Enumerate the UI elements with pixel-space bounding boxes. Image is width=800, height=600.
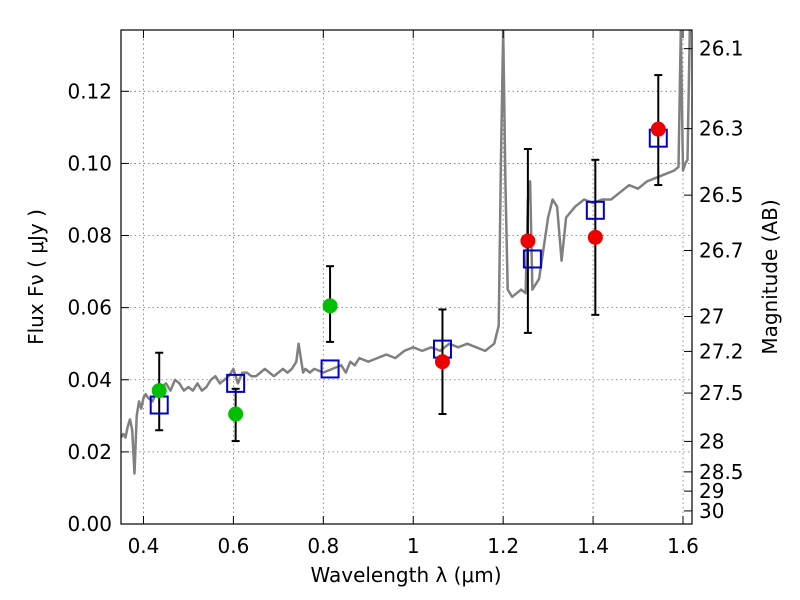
y2-tick-label: 26.5 <box>699 183 744 207</box>
grid-lines <box>121 30 692 525</box>
x-axis-title: Wavelength λ (μm) <box>310 563 501 587</box>
x-tick-label: 1 <box>407 534 420 558</box>
observed-circle-point <box>151 383 167 399</box>
x-tick-labels: 0.4 0.6 0.8 1 1.2 1.4 1.6 <box>128 534 699 558</box>
x-tick-label: 0.8 <box>307 534 339 558</box>
x-tick-label: 0.6 <box>217 534 249 558</box>
y2-tick-label: 28 <box>699 429 724 453</box>
observed-circle-point <box>434 354 450 370</box>
x-tick-label: 1.2 <box>487 534 519 558</box>
plot-frame <box>120 29 693 525</box>
y2-tick-label: 27.2 <box>699 339 744 363</box>
observed-circle-point <box>587 229 603 245</box>
y-tick-label: 0.04 <box>67 368 112 392</box>
y-tick-label: 0.08 <box>67 224 112 248</box>
plot-area <box>121 30 692 475</box>
spectrum-line <box>121 30 692 475</box>
y2-tick-label: 26.1 <box>699 37 744 61</box>
y-tick-label: 0.02 <box>67 440 112 464</box>
x-tick-label: 1.4 <box>577 534 609 558</box>
model-square-point <box>320 359 340 379</box>
y2-tick-label: 27.5 <box>699 381 744 405</box>
observed-circle-point <box>322 298 338 314</box>
y2-tick-label: 30 <box>699 499 724 523</box>
y2-tick-label: 27 <box>699 305 724 329</box>
x-tick-label: 0.4 <box>128 534 160 558</box>
y2-tick-label: 29 <box>699 479 724 503</box>
observed-circle-point <box>228 406 244 422</box>
y-tick-label: 0.06 <box>67 296 112 320</box>
y2-axis-title: Magnitude (AB) <box>758 199 782 354</box>
y2-tick-label: 26.3 <box>699 117 744 141</box>
y2-tick-label: 26.7 <box>699 238 744 262</box>
y-tick-label: 0.00 <box>67 512 112 536</box>
y-tick-labels: 0.00 0.02 0.04 0.06 0.08 0.10 0.12 <box>67 79 112 536</box>
observed-circle-point <box>520 233 536 249</box>
observed-circle-point <box>650 121 666 137</box>
x-tick-label: 1.6 <box>667 534 699 558</box>
y-axis-title: Flux Fν ( μJy ) <box>24 209 48 345</box>
y2-tick-label: 28.5 <box>699 460 744 484</box>
y-tick-label: 0.12 <box>67 79 112 103</box>
tick-marks <box>121 30 692 525</box>
model-square-point <box>585 200 605 220</box>
y-tick-label: 0.10 <box>67 151 112 175</box>
model-square-point <box>522 249 542 269</box>
model-square-point <box>226 373 246 393</box>
